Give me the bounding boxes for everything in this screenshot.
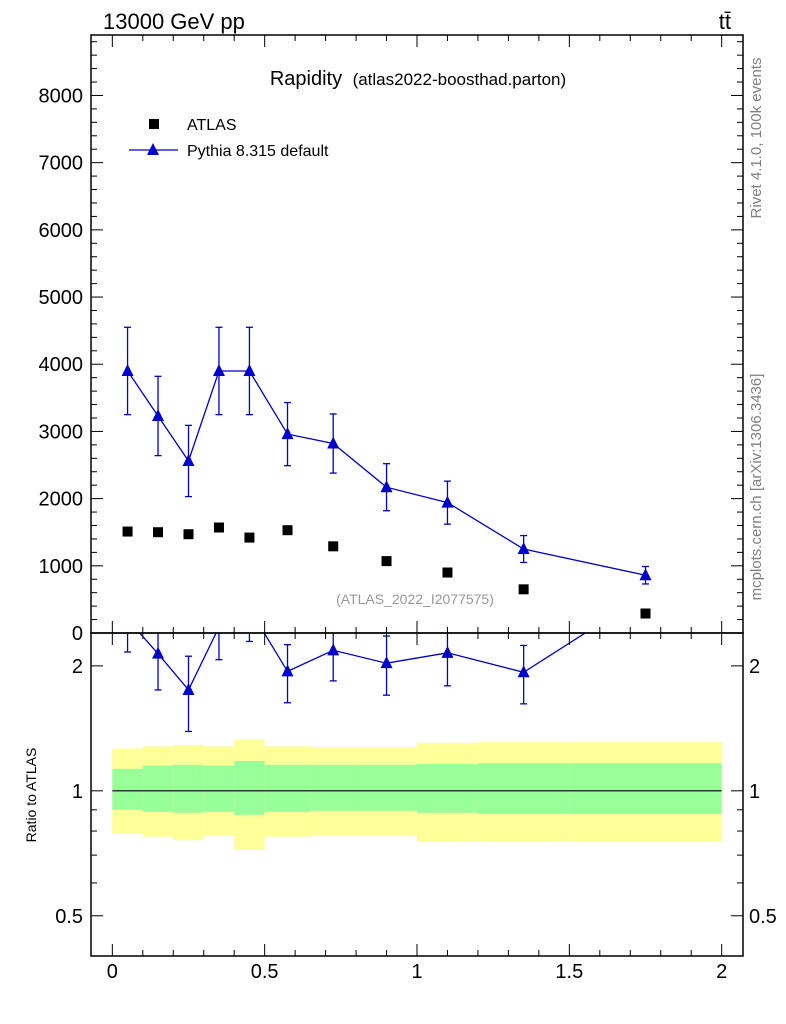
ratio-band-inner [310, 764, 357, 811]
y-tick-label: 1000 [39, 556, 84, 578]
rivet-version-label: Rivet 4.1.0, 100k events [748, 58, 765, 219]
pythia-point [121, 363, 134, 376]
main-grid-layer: 0 1000 2000 3000 4000 5000 6000 7000 8000 [39, 35, 743, 645]
atlas-point [518, 584, 529, 595]
x-tick-label: 0 [107, 961, 118, 983]
ratio-point [327, 643, 340, 656]
ratio-band-inner [264, 764, 311, 812]
y-tick-label: 2000 [39, 489, 84, 511]
mcplots-credit-label: mcplots.cern.ch [arXiv:1306.3436] [748, 374, 765, 601]
analysis-watermark: (ATLAS_2022_I2077575) [336, 591, 494, 607]
ratio-band-inner [203, 765, 235, 812]
plot-title-sub: (atlas2022-boosthad.parton) [353, 70, 567, 89]
ratio-y-tick-label-left: 1 [72, 781, 83, 803]
ratio-y-tick-label-left: 2 [72, 656, 83, 678]
plot-title-main: Rapidity [270, 68, 342, 90]
atlas-point [153, 527, 164, 538]
ratio-point [243, 601, 255, 613]
ratio-y-tick-label-right: 2 [749, 656, 760, 678]
legend-label-pythia: Pythia 8.315 default [187, 143, 329, 160]
y-tick-label: 5000 [39, 287, 84, 309]
ratio-band-inner [356, 764, 417, 811]
ratio-panel-frame [90, 632, 744, 957]
y-tick-label: 3000 [39, 421, 84, 443]
pythia-point [639, 568, 652, 581]
ratio-tick-layer: 0.5 0.5 1 1 2 2 0 0.5 1 1.5 2 [55, 633, 777, 983]
y-tick-label: 4000 [39, 354, 84, 376]
atlas-point [183, 529, 194, 540]
legend-marker-atlas [149, 119, 159, 129]
legend-marker-pythia [147, 143, 159, 155]
ratio-band-inner [569, 763, 722, 814]
pythia-point [281, 427, 294, 440]
pythia-point [182, 453, 195, 466]
ratio-band-inner [112, 768, 143, 810]
pythia-point [152, 408, 165, 421]
pythia-point [441, 495, 454, 508]
atlas-point [381, 556, 392, 567]
ratio-clipped-group [112, 588, 722, 851]
x-tick-label: 1.5 [555, 961, 583, 983]
ratio-point [380, 656, 393, 669]
ratio-point [441, 645, 454, 658]
pythia-point [327, 436, 340, 449]
x-tick-label: 2 [716, 961, 727, 983]
ratio-point [281, 664, 294, 677]
y-tick-label: 8000 [39, 85, 84, 107]
atlas-point [244, 532, 255, 543]
ratio-y-tick-label-right: 0.5 [749, 906, 777, 928]
pythia-point [517, 542, 530, 555]
atlas-point [282, 525, 293, 536]
atlas-point [213, 522, 224, 533]
legend-label-atlas: ATLAS [187, 117, 237, 134]
plot-title: Rapidity (atlas2022-boosthad.parton) [270, 68, 566, 90]
y-tick-label: 6000 [39, 220, 84, 242]
ratio-band-inner [234, 760, 265, 815]
x-tick-label: 1 [411, 961, 422, 983]
atlas-point [122, 526, 133, 537]
main-plot-area [121, 326, 652, 619]
ratio-y-tick-label-left: 0.5 [55, 906, 83, 928]
y-tick-label: 0 [72, 623, 83, 645]
pythia-point [243, 363, 256, 376]
legend: ATLAS Pythia 8.315 default [129, 117, 329, 160]
ratio-band-inner [477, 763, 570, 814]
ratio-ylabel: Ratio to ATLAS [23, 748, 39, 843]
ratio-band-inner [142, 765, 174, 812]
pythia-point [212, 363, 225, 376]
ratio-point [122, 612, 134, 624]
energy-label: 13000 GeV pp [103, 9, 245, 34]
atlas-point [442, 567, 453, 578]
process-label: tt̄ [719, 9, 731, 34]
ratio-point [640, 588, 652, 600]
ratio-band-inner [173, 764, 204, 813]
ratio-point [517, 665, 530, 678]
pythia-point [380, 480, 393, 493]
y-tick-label: 7000 [39, 153, 84, 175]
ratio-point [182, 682, 195, 695]
ratio-band-inner [417, 764, 478, 813]
atlas-point [328, 541, 339, 552]
ratio-y-tick-label-right: 1 [749, 781, 760, 803]
ratio-plot-area [112, 588, 722, 851]
x-tick-label: 0.5 [251, 961, 279, 983]
ratio-point [152, 646, 165, 659]
ratio-point [213, 620, 225, 632]
atlas-point [640, 608, 651, 619]
